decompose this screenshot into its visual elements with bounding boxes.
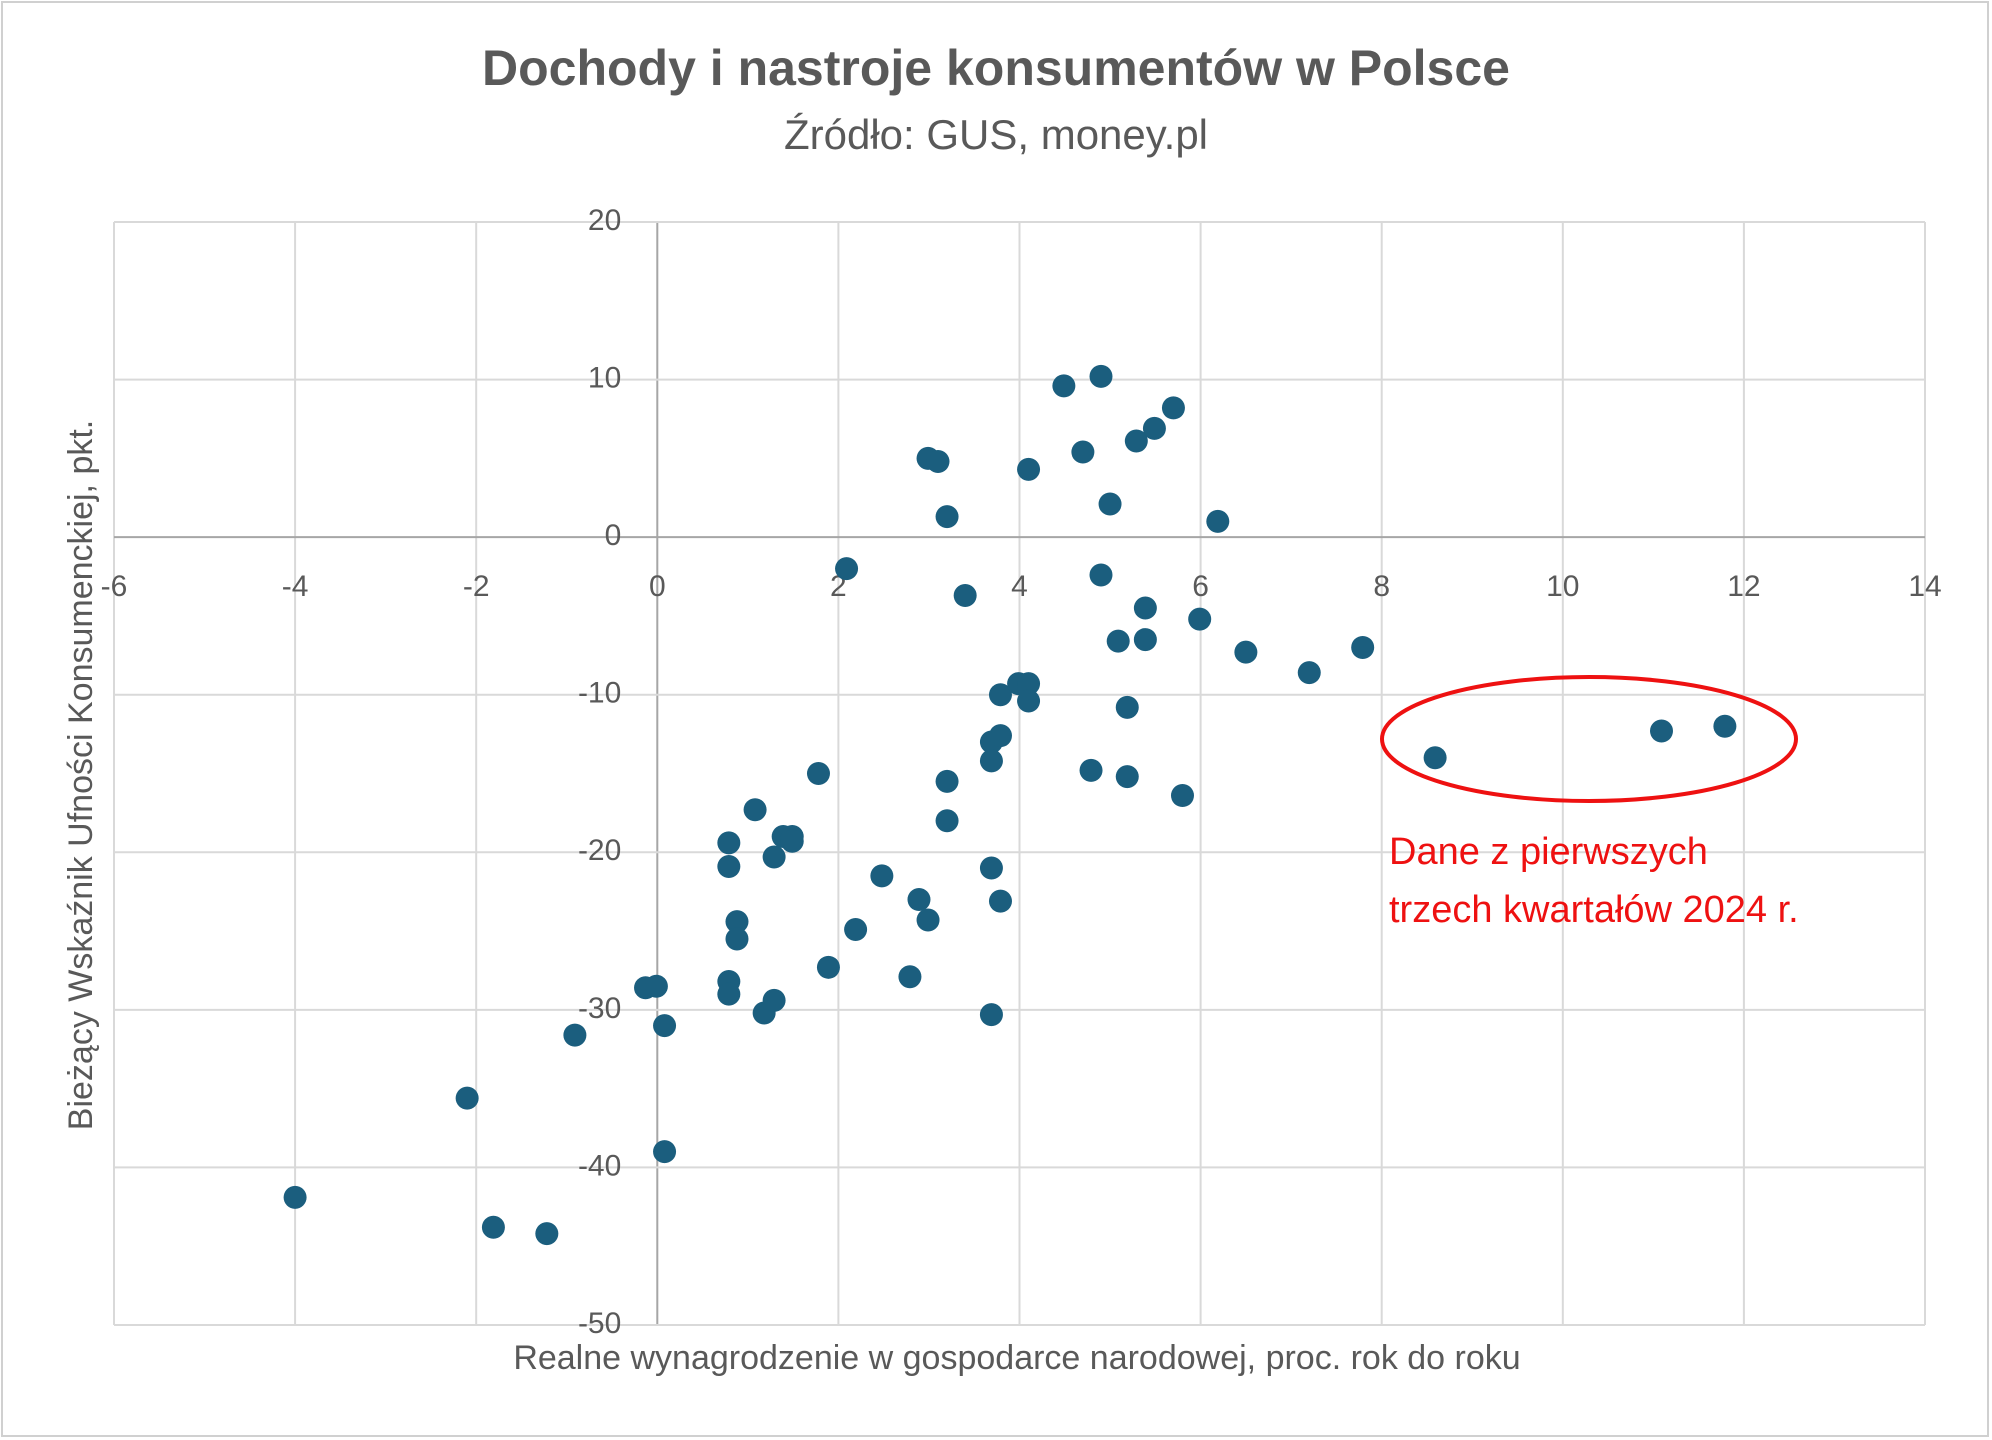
x-tick-label: -6 (101, 570, 128, 603)
y-tick-label: -10 (578, 677, 621, 710)
point (717, 854, 741, 878)
point (725, 910, 749, 934)
point (1106, 629, 1130, 653)
point (1089, 364, 1113, 388)
point (935, 769, 959, 793)
y-tick-label: -50 (578, 1307, 621, 1340)
y-tick-label: 0 (605, 519, 622, 552)
point (653, 1140, 677, 1164)
marks (283, 364, 1737, 1246)
annotation-text: trzech kwartałów 2024 r. (1389, 889, 1799, 931)
point (870, 864, 894, 888)
point (1124, 429, 1148, 453)
y-tick-label: 20 (588, 204, 621, 237)
point (816, 955, 840, 979)
point (1017, 457, 1041, 481)
point (1188, 607, 1212, 631)
point (1017, 689, 1041, 713)
point (988, 724, 1012, 748)
point (717, 831, 741, 855)
chart-subtitle: Źródło: GUS, money.pl (784, 111, 1208, 158)
x-tick-label: 12 (1727, 570, 1760, 603)
x-tick-label: -4 (282, 570, 309, 603)
x-tick-label: 10 (1546, 570, 1579, 603)
point (898, 965, 922, 989)
x-tick-label: 4 (1011, 570, 1028, 603)
x-tick-label: 14 (1908, 570, 1941, 603)
point (1161, 396, 1185, 420)
point (979, 1003, 1003, 1027)
point (1052, 374, 1076, 398)
point (1133, 628, 1157, 652)
point (1206, 509, 1230, 533)
point (1713, 714, 1737, 738)
point (1142, 416, 1166, 440)
point (1098, 492, 1122, 516)
point (535, 1222, 559, 1246)
x-tick-label: 0 (649, 570, 666, 603)
point (988, 889, 1012, 913)
x-tick-label: -2 (463, 570, 490, 603)
point (780, 829, 804, 853)
x-tick-label: 8 (1373, 570, 1390, 603)
point (762, 988, 786, 1012)
chart-title: Dochody i nastroje konsumentów w Polsce (482, 40, 1510, 96)
point (979, 856, 1003, 880)
point (1071, 440, 1095, 464)
point (835, 557, 859, 581)
point (762, 845, 786, 869)
y-tick-label: 10 (588, 361, 621, 394)
point (1017, 672, 1041, 696)
y-tick-label: -20 (578, 834, 621, 867)
point (844, 917, 868, 941)
point (743, 798, 767, 822)
point (953, 583, 977, 607)
point (916, 908, 940, 932)
y-axis-label: Bieżący Wskaźnik Ufności Konsumenckiej, … (62, 420, 100, 1130)
x-axis-label: Realne wynagrodzenie w gospodarce narodo… (513, 1339, 1520, 1377)
point (806, 762, 830, 785)
point (1351, 635, 1375, 659)
y-tick-label: -30 (578, 992, 621, 1025)
point (653, 1014, 677, 1038)
point (1133, 596, 1157, 620)
point (1423, 746, 1447, 770)
x-tick-label: 6 (1192, 570, 1209, 603)
point (725, 927, 749, 951)
point (283, 1185, 307, 1209)
point (644, 974, 668, 998)
point (1089, 563, 1113, 587)
point (481, 1215, 505, 1239)
point (1649, 719, 1673, 743)
point (926, 450, 950, 474)
point (1297, 661, 1321, 685)
point (1170, 784, 1194, 808)
point (1079, 758, 1103, 782)
point (935, 505, 959, 529)
annotation-text: Dane z pierwszych (1389, 831, 1708, 873)
point (979, 749, 1003, 773)
point (1115, 695, 1139, 719)
point (935, 809, 959, 833)
point (907, 888, 931, 912)
point (988, 683, 1012, 707)
point (717, 982, 741, 1006)
y-tick-label: -40 (578, 1149, 621, 1182)
point (1115, 765, 1139, 789)
point (1234, 640, 1258, 664)
annotation-ellipse (1380, 675, 1798, 803)
point (455, 1086, 479, 1110)
point (563, 1023, 587, 1047)
